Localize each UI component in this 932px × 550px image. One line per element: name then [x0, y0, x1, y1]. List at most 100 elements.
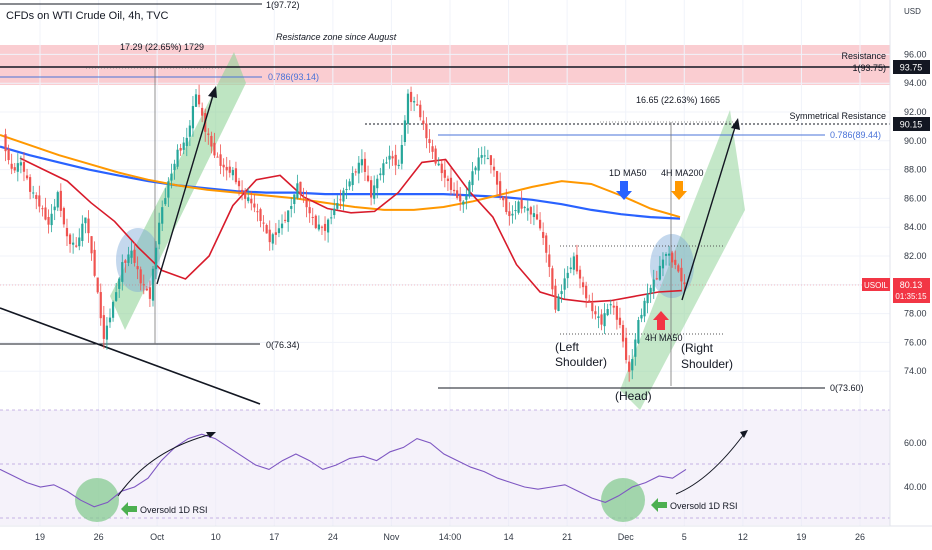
- candle-body: [130, 250, 133, 258]
- channel-right: [620, 110, 745, 410]
- candle-body: [237, 180, 241, 187]
- x-tick-label: 14:00: [439, 532, 462, 542]
- candle-body: [612, 305, 615, 308]
- candle-body: [677, 265, 680, 272]
- candle-body: [234, 168, 238, 183]
- candle-body: [305, 199, 308, 208]
- candle-body: [336, 203, 339, 209]
- candle-body: [615, 305, 618, 320]
- rsi-arrowhead-left: [206, 432, 216, 438]
- resistance-zone-label: Resistance zone since August: [276, 32, 397, 42]
- candle-body: [25, 175, 29, 179]
- candle-body: [388, 155, 391, 160]
- candle-body: [403, 120, 407, 142]
- candle-body: [658, 265, 661, 280]
- candle-body: [588, 300, 591, 302]
- candle-body: [363, 158, 367, 172]
- candle-body: [413, 101, 416, 103]
- fib-1-right-label: 1(93.75): [852, 63, 886, 73]
- x-tick-label: 5: [682, 532, 687, 542]
- candle-body: [253, 203, 256, 208]
- candle-body: [373, 185, 376, 199]
- candle-body: [68, 234, 72, 245]
- candle-body: [514, 210, 517, 212]
- candle-body: [437, 163, 440, 166]
- projection-arrowhead-right: [731, 118, 740, 130]
- candle-body: [219, 154, 222, 166]
- candle-body: [606, 309, 609, 316]
- projection-arrowhead-left: [208, 86, 217, 98]
- candle-body: [268, 229, 271, 243]
- candle-body: [578, 269, 582, 279]
- candle-body: [631, 359, 634, 371]
- candle-body: [511, 213, 514, 216]
- candle-body: [566, 272, 569, 279]
- candle-body: [121, 262, 124, 282]
- candle-body: [19, 162, 22, 166]
- candle-body: [81, 223, 84, 241]
- candle-body: [330, 217, 333, 219]
- ma50-1d-label: 1D MA50: [609, 168, 647, 178]
- candle-body: [499, 181, 502, 196]
- candle-body: [416, 104, 419, 106]
- x-tick-label: 12: [738, 532, 748, 542]
- candle-body: [560, 291, 563, 295]
- candle-body: [542, 232, 545, 238]
- candle-body: [4, 134, 7, 152]
- left-shoulder-label-1: (Left: [555, 340, 580, 354]
- rsi-arrow-right: [651, 498, 667, 512]
- candle-body: [247, 197, 250, 202]
- candle-body: [446, 178, 450, 181]
- candle-body: [597, 316, 600, 319]
- symmetrical-badge-value: 90.15: [900, 120, 923, 130]
- rsi-curve-arrow-right: [675, 433, 745, 495]
- candle-body: [594, 311, 597, 315]
- candle-body: [628, 361, 631, 372]
- candle-body: [520, 199, 523, 209]
- candle-body: [56, 192, 59, 208]
- candle-body: [182, 142, 185, 150]
- x-tick-label: Oct: [150, 532, 165, 542]
- candle-body: [538, 219, 542, 229]
- candle-body: [314, 215, 317, 229]
- candle-body: [105, 325, 109, 340]
- candle-body: [201, 107, 204, 116]
- price-candles: [4, 84, 686, 382]
- candle-body: [277, 228, 281, 234]
- candle-body: [643, 300, 646, 317]
- candle-body: [456, 190, 459, 198]
- candle-body: [327, 219, 330, 233]
- candle-body: [452, 189, 456, 192]
- candle-body: [483, 155, 486, 157]
- candle-body: [293, 194, 296, 205]
- rsi-tick-label: 60.00: [904, 438, 927, 448]
- candle-body: [425, 123, 428, 139]
- candle-body: [471, 171, 474, 186]
- candle-body: [480, 155, 483, 158]
- candle-body: [618, 317, 622, 325]
- channel-left: [110, 52, 246, 330]
- candle-body: [382, 163, 385, 176]
- candle-body: [379, 173, 382, 176]
- candle-body: [78, 237, 81, 247]
- y-tick-label: 76.00: [904, 337, 927, 347]
- candle-body: [637, 320, 640, 344]
- resistance-badge-value: 93.75: [900, 63, 923, 73]
- trendline: [0, 307, 261, 405]
- candle-body: [32, 192, 35, 194]
- candle-body: [551, 268, 554, 290]
- candle-body: [299, 181, 302, 195]
- candle-body: [339, 199, 342, 201]
- candle-body: [575, 254, 579, 272]
- candle-body: [486, 158, 489, 160]
- y-tick-label: 96.00: [904, 49, 927, 59]
- x-tick-label: 14: [504, 532, 514, 542]
- candle-body: [87, 218, 90, 234]
- fib-786-left-label: 0.786(93.14): [268, 72, 319, 82]
- candle-body: [308, 207, 311, 214]
- candle-body: [557, 296, 560, 311]
- candle-body: [462, 201, 465, 205]
- x-tick-label: 21: [562, 532, 572, 542]
- right-shoulder-label-1: (Right: [681, 341, 714, 355]
